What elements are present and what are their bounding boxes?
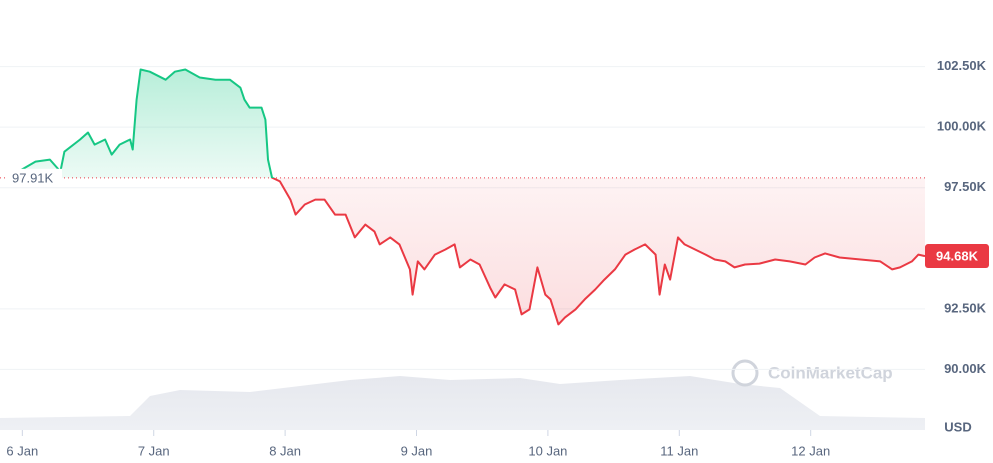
x-tick-label: 6 Jan xyxy=(6,443,38,458)
y-axis-label: USD xyxy=(944,419,971,434)
volume-area xyxy=(0,376,925,430)
y-tick-label: 102.50K xyxy=(937,58,987,73)
price-tag xyxy=(925,244,989,269)
baseline-label: 97.91K xyxy=(12,170,54,185)
watermark-text: CoinMarketCap xyxy=(768,363,893,382)
price-tag-label: 94.68K xyxy=(936,248,979,263)
y-tick-label: 97.50K xyxy=(944,179,987,194)
x-tick-label: 9 Jan xyxy=(401,443,433,458)
x-tick-label: 10 Jan xyxy=(528,443,567,458)
watermark: CoinMarketCap xyxy=(731,359,893,387)
x-tick-label: 12 Jan xyxy=(791,443,830,458)
y-tick-label: 92.50K xyxy=(944,300,987,315)
price-area xyxy=(7,69,925,325)
y-tick-label: 90.00K xyxy=(944,361,987,376)
x-tick-label: 8 Jan xyxy=(269,443,301,458)
x-tick-label: 7 Jan xyxy=(138,443,170,458)
x-tick-label: 11 Jan xyxy=(660,443,698,458)
baseline-tag-bg xyxy=(6,168,62,187)
price-line xyxy=(7,68,926,326)
y-tick-label: 100.00K xyxy=(937,119,987,134)
